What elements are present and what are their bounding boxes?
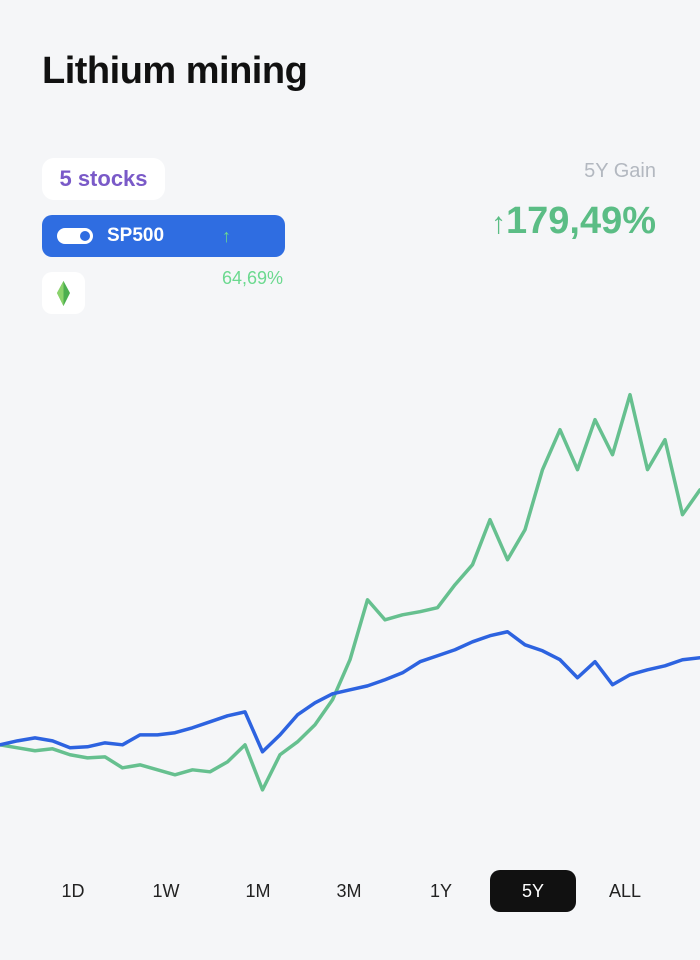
chart <box>0 392 700 792</box>
line-series <box>0 392 700 792</box>
benchmark-toggle[interactable]: SP500 ↑ 64,69% <box>42 215 285 288</box>
toggle-icon[interactable] <box>57 228 93 244</box>
page-title: Lithium mining <box>42 50 308 92</box>
gain-label: 5Y Gain <box>584 160 656 182</box>
benchmark-name: SP500 <box>107 225 165 246</box>
stocks-badge[interactable]: 5 stocks <box>42 158 165 200</box>
benchmark-gain: ↑ 64,69% <box>222 226 284 288</box>
gain: ↑179,49% <box>490 200 656 242</box>
benchmark-gain-value: 64,69% <box>222 268 284 288</box>
timeframe-button[interactable]: 3M <box>336 881 362 901</box>
line-series <box>0 629 700 754</box>
timeframe-button[interactable]: 1D <box>61 881 85 901</box>
timeframe-button[interactable]: ALL <box>608 881 642 901</box>
timeframe-button[interactable]: 5Y <box>490 870 576 912</box>
gem-button[interactable] <box>42 272 85 314</box>
timeframe-button[interactable]: 1M <box>245 881 271 901</box>
gain-value: 179,49% <box>505 200 656 242</box>
timeframe-button[interactable]: 1Y <box>429 881 453 901</box>
gem-icon <box>57 281 70 306</box>
timeframe-button[interactable]: 1W <box>152 881 180 901</box>
